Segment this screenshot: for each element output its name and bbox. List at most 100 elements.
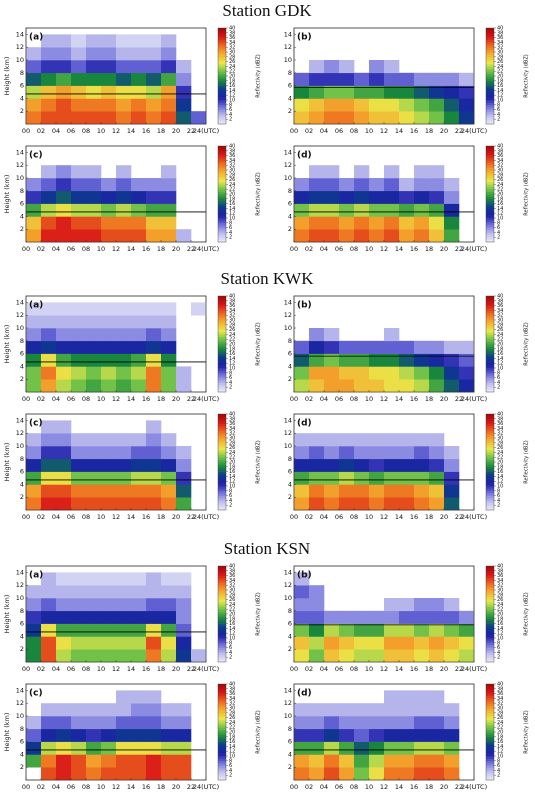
colorbar-segment — [486, 327, 494, 330]
colorbar-tick-label: 8 — [229, 370, 232, 376]
cell — [86, 741, 102, 755]
cell — [369, 203, 385, 217]
colorbar-tick-label: 14 — [497, 356, 503, 362]
colorbar-segment — [486, 459, 494, 463]
colorbar-segment — [486, 64, 494, 67]
colorbar-segment — [218, 493, 226, 496]
cell — [101, 458, 117, 472]
cell — [294, 728, 310, 742]
colorbar-tick-label: 26 — [229, 597, 235, 603]
cell — [71, 728, 87, 742]
cell — [131, 767, 147, 781]
cell — [131, 572, 147, 586]
colorbar-tick-label: 30 — [497, 588, 503, 594]
colorbar-segment — [486, 351, 494, 354]
cell — [71, 165, 87, 179]
cell — [369, 741, 385, 755]
cell — [56, 598, 72, 612]
cell — [116, 458, 132, 472]
cell — [116, 471, 132, 485]
colorbar-segment — [486, 471, 494, 475]
colorbar-tick-label: 36 — [497, 421, 503, 427]
colorbar-tick-label: 10 — [497, 216, 503, 222]
colorbar-segment — [218, 389, 226, 393]
x-tick-label: 24(UTC) — [193, 783, 219, 791]
x-tick-label: 16 — [142, 395, 150, 403]
x-tick-label: 20 — [440, 395, 448, 403]
cell — [399, 754, 415, 768]
colorbar-segment — [218, 210, 226, 214]
colorbar-tick-label: 32 — [497, 583, 503, 589]
y-axis-label: Height (km) — [3, 175, 11, 214]
cell — [429, 111, 445, 125]
colorbar-segment — [486, 708, 494, 711]
x-tick-label: 20 — [440, 127, 448, 135]
colorbar-segment — [486, 756, 494, 759]
cell — [369, 85, 385, 99]
cell — [86, 328, 102, 342]
cell — [324, 60, 340, 74]
colorbar-segment — [486, 585, 494, 588]
cell — [354, 85, 370, 99]
cell — [429, 165, 445, 179]
cell — [161, 379, 177, 393]
x-tick-label: 06 — [335, 783, 343, 791]
colorbar-tick-label: 34 — [497, 696, 503, 702]
x-tick-label: 08 — [350, 783, 358, 791]
cell — [161, 754, 177, 768]
cell — [116, 203, 132, 217]
cell — [324, 203, 340, 217]
panel-label: (b) — [297, 301, 312, 311]
colorbar-segment — [218, 464, 226, 468]
cell — [146, 433, 162, 447]
colorbar-segment — [218, 150, 226, 154]
cell — [41, 203, 57, 217]
x-tick-label: 20 — [440, 513, 448, 521]
colorbar-tick-label: 22 — [229, 455, 235, 461]
colorbar-segment — [486, 85, 494, 89]
colorbar-segment — [218, 372, 226, 376]
colorbar-segment — [486, 232, 494, 236]
x-tick-label: 20 — [440, 245, 448, 253]
colorbar-tick-label: 28 — [497, 54, 503, 60]
colorbar-tick-label: 6 — [229, 493, 232, 499]
cell — [131, 379, 147, 393]
colorbar-segment — [218, 705, 226, 709]
cell — [176, 98, 192, 112]
colorbar-segment — [486, 83, 494, 86]
colorbar-segment — [486, 758, 494, 762]
colorbar-tick-label: 36 — [497, 303, 503, 309]
colorbar-tick-label: 18 — [497, 78, 503, 84]
colorbar-tick-label: 40 — [497, 682, 503, 688]
colorbar-segment — [486, 37, 494, 41]
y-tick-label: 8 — [288, 337, 292, 345]
cell — [56, 353, 72, 367]
cell — [161, 572, 177, 586]
colorbar-segment — [486, 727, 494, 730]
x-tick-label: 04 — [52, 395, 60, 403]
cell — [309, 433, 325, 447]
colorbar-segment — [218, 708, 226, 711]
colorbar-segment — [218, 428, 226, 432]
cell — [444, 216, 460, 230]
station-title: Station GDK — [222, 1, 312, 20]
colorbar-segment — [218, 698, 226, 702]
cell — [26, 315, 42, 329]
colorbar-segment — [218, 102, 226, 106]
cell — [56, 716, 72, 730]
cell — [101, 754, 117, 768]
colorbar-segment — [486, 638, 494, 641]
x-tick-label: 20 — [172, 245, 180, 253]
colorbar-tick-label: 36 — [229, 573, 235, 579]
colorbar-segment — [218, 234, 226, 238]
cell — [384, 340, 400, 354]
cell — [399, 379, 415, 393]
colorbar-segment — [486, 640, 494, 644]
colorbar-tick-label: 30 — [497, 168, 503, 174]
x-tick-label: 14 — [395, 127, 403, 135]
cell — [309, 446, 325, 460]
cell — [146, 458, 162, 472]
cell — [354, 636, 370, 650]
colorbar-segment — [218, 756, 226, 759]
cell — [176, 703, 192, 717]
